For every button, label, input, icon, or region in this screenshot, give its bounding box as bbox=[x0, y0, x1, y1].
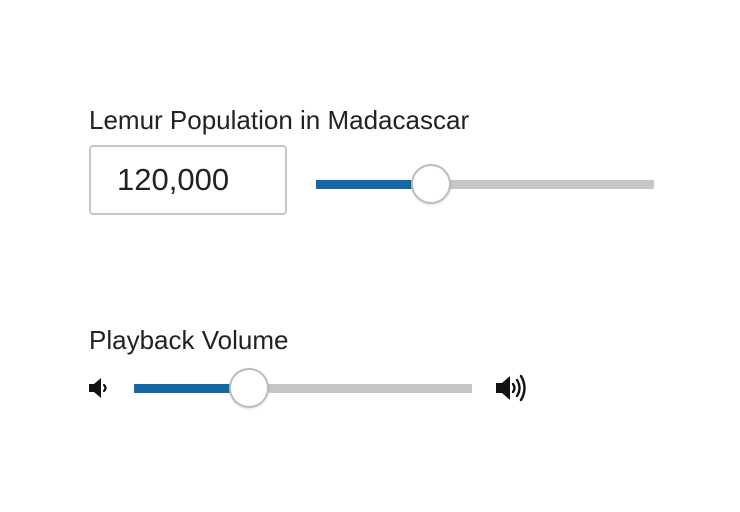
lemur-population-slider[interactable] bbox=[316, 164, 654, 204]
playback-volume-slider[interactable] bbox=[134, 368, 472, 408]
slider-track[interactable] bbox=[316, 180, 654, 189]
slider-track[interactable] bbox=[134, 384, 472, 393]
volume-low-icon[interactable] bbox=[88, 377, 112, 399]
slider-track-fill bbox=[134, 384, 249, 393]
volume-high-icon[interactable] bbox=[495, 374, 529, 402]
playback-volume-label: Playback Volume bbox=[89, 325, 289, 355]
slider-thumb[interactable] bbox=[228, 368, 269, 408]
lemur-population-input[interactable] bbox=[89, 145, 287, 215]
lemur-population-label: Lemur Population in Madacascar bbox=[89, 105, 470, 135]
slider-track-fill bbox=[316, 180, 431, 189]
slider-thumb[interactable] bbox=[410, 164, 451, 204]
